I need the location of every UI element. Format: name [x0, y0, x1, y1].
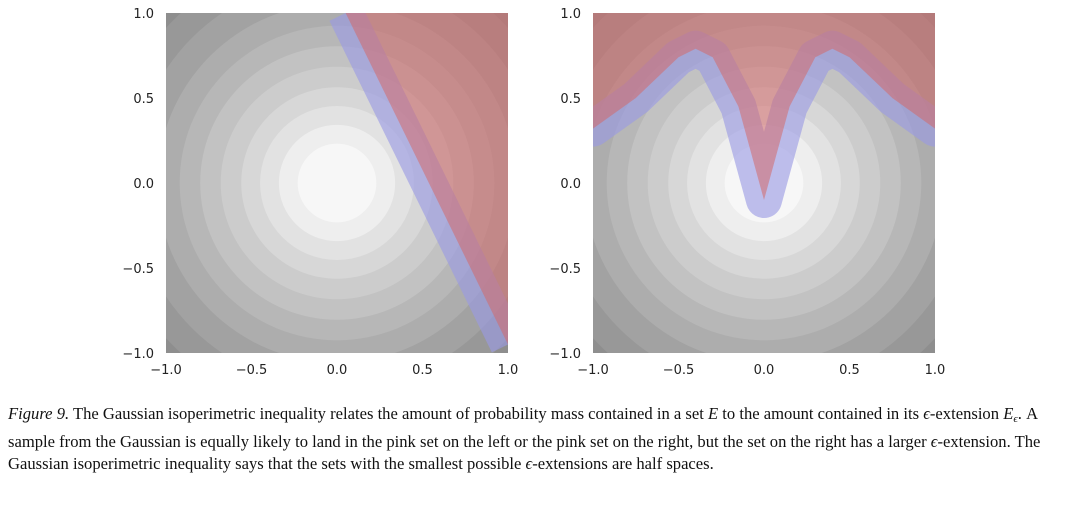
right-x-tick: 1.0	[925, 363, 946, 378]
right-x-tick: 0.0	[754, 363, 775, 378]
caption-math: ϵ	[1013, 413, 1018, 425]
figure: 1.0 0.5 0.0 −0.5 −1.0 −1.0 −0.5 0.0 0.5 …	[122, 7, 945, 378]
caption-label: Figure 9.	[8, 404, 70, 423]
right-y-axis: 1.0 0.5 0.0 −0.5 −1.0	[549, 7, 581, 362]
right-x-tick: −0.5	[663, 363, 695, 378]
right-y-tick: −0.5	[549, 262, 581, 277]
left-x-tick: 0.5	[412, 363, 433, 378]
left-y-tick: 0.0	[133, 177, 154, 192]
caption-text: -extensions are half spaces.	[532, 454, 714, 474]
left-y-tick: 1.0	[133, 7, 154, 22]
right-x-axis: −1.0 −0.5 0.0 0.5 1.0	[577, 363, 945, 378]
right-y-tick: 1.0	[560, 7, 581, 22]
density-level	[297, 143, 377, 223]
caption-text: -extension	[929, 404, 1004, 423]
caption-math: E	[1003, 404, 1014, 423]
left-pink-set	[345, 13, 508, 345]
left-y-tick: 0.5	[133, 92, 154, 107]
left-x-tick: 0.0	[327, 363, 348, 378]
right-x-tick: −1.0	[577, 363, 609, 378]
left-y-tick: −1.0	[122, 347, 154, 362]
left-y-axis: 1.0 0.5 0.0 −0.5 −1.0	[122, 7, 154, 362]
caption-math: ϵ	[525, 454, 533, 474]
caption-math: E	[707, 404, 719, 423]
right-plot: 1.0 0.5 0.0 −0.5 −1.0 −1.0 −0.5 0.0 0.5 …	[549, 7, 945, 378]
right-y-tick: 0.5	[560, 92, 581, 107]
left-x-tick: −0.5	[236, 363, 268, 378]
caption-math: ϵ	[923, 404, 930, 423]
right-y-tick: −1.0	[549, 347, 581, 362]
caption-math: ϵ	[930, 431, 938, 451]
right-y-tick: 0.0	[560, 177, 581, 192]
left-epsilon-extension	[329, 13, 508, 353]
left-y-tick: −0.5	[122, 262, 154, 277]
right-pink-set	[593, 13, 935, 200]
right-x-tick: 0.5	[839, 363, 860, 378]
figure-caption: Figure 9. The Gaussian isoperimetric ine…	[8, 403, 1060, 476]
left-x-tick: 1.0	[498, 363, 519, 378]
left-x-axis: −1.0 −0.5 0.0 0.5 1.0	[150, 363, 518, 378]
caption-text: . A sample from the Gaussian is equally …	[8, 404, 1038, 451]
caption-text: The Gaussian isoperimetric inequality re…	[69, 404, 708, 423]
caption-text: to the amount contained in its	[718, 404, 924, 423]
caption-text: -extension. The Gaussian isoperimetric i…	[8, 431, 1041, 474]
left-plot: 1.0 0.5 0.0 −0.5 −1.0 −1.0 −0.5 0.0 0.5 …	[122, 7, 518, 378]
left-x-tick: −1.0	[150, 363, 182, 378]
left-gaussian-contours	[166, 13, 508, 353]
